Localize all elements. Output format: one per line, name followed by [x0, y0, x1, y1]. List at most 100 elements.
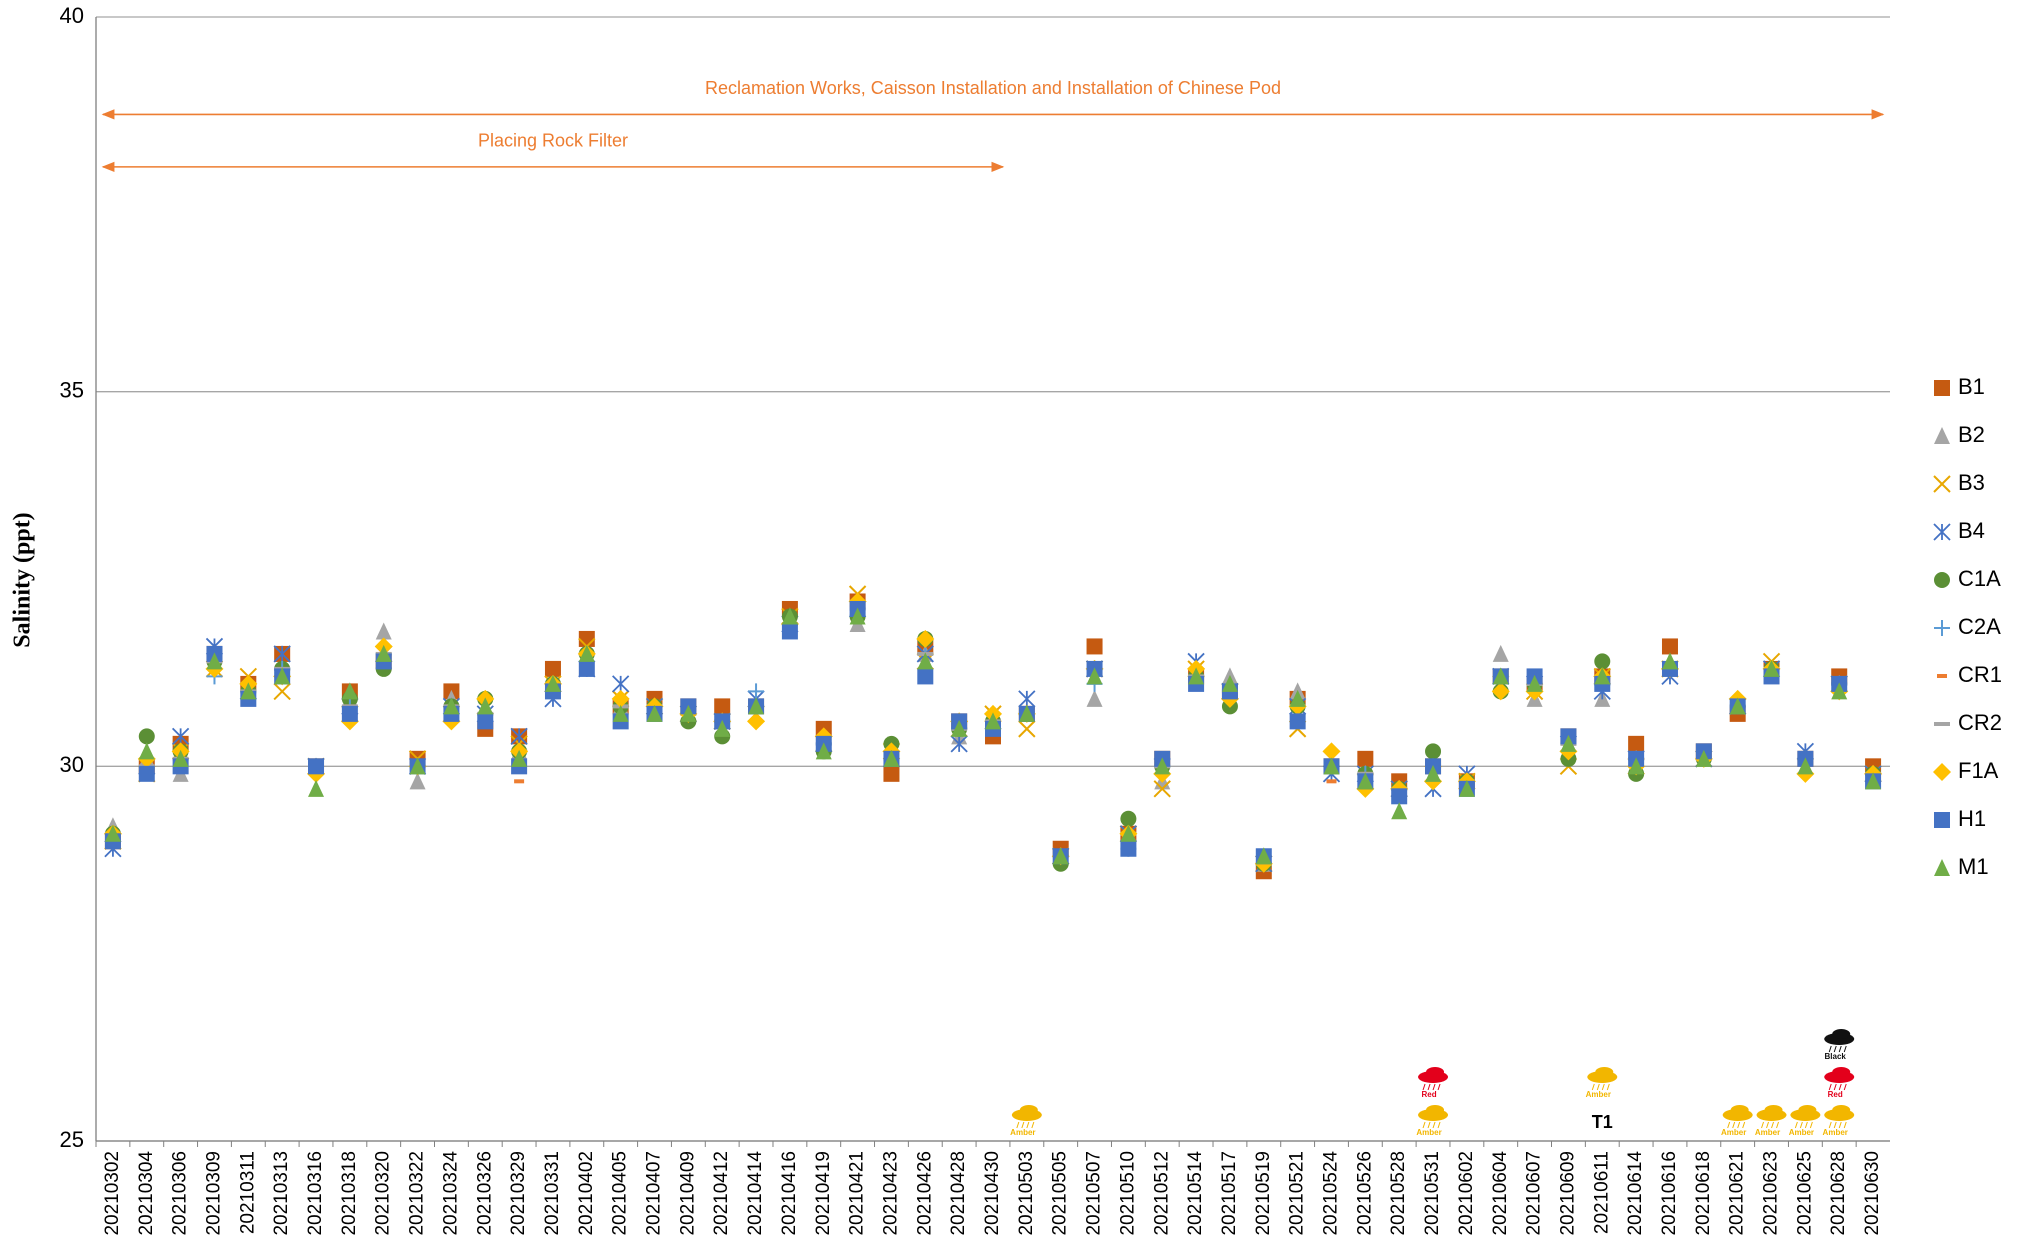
x-tick-label: 20210507: [1084, 1151, 1105, 1236]
x-tick-label: 20210625: [1794, 1151, 1815, 1236]
marker-triangle: [1763, 659, 1780, 677]
marker-triangle: [1458, 779, 1475, 797]
marker-triangle: [375, 644, 392, 662]
marker-square: [578, 630, 595, 647]
x-tick-label: 20210412: [711, 1151, 732, 1236]
marker-square: [341, 705, 358, 722]
marker-triangle: [409, 757, 426, 775]
signal-label: T1: [1592, 1112, 1613, 1132]
legend-label: CR1: [1958, 662, 2002, 687]
x-tick-label: 20210609: [1557, 1151, 1578, 1236]
signal-label: Red: [1421, 1090, 1436, 1099]
marker-triangle: [849, 607, 866, 625]
marker-diamond: [611, 689, 630, 708]
marker-circle: [1934, 572, 1950, 588]
x-tick-label: 20210623: [1761, 1151, 1782, 1236]
signal-label: Red: [1828, 1090, 1843, 1099]
marker-triangle: [1492, 667, 1509, 685]
signal-rain: [1794, 1121, 1813, 1129]
marker-triangle: [1323, 757, 1340, 775]
marker-x: [1153, 780, 1171, 798]
marker-square: [578, 660, 595, 677]
marker-triangle: [1391, 802, 1408, 820]
marker-circle: [1594, 653, 1611, 670]
marker-diamond: [1933, 763, 1951, 781]
signal-rain: [1591, 1083, 1610, 1091]
marker-square: [1628, 735, 1645, 752]
marker-x: [1018, 720, 1036, 738]
x-tick-label: 20210423: [880, 1151, 901, 1236]
signal-rain: [1828, 1083, 1847, 1091]
marker-triangle: [1865, 772, 1882, 790]
marker-triangle: [206, 652, 223, 670]
x-tick-label: 20210524: [1321, 1151, 1342, 1236]
signal-label: Amber: [1416, 1128, 1441, 1137]
marker-square: [1289, 713, 1306, 730]
x-tick-label: 20210313: [271, 1151, 292, 1236]
marker-triangle: [240, 682, 257, 700]
x-tick-label: 20210326: [474, 1151, 495, 1236]
marker-triangle: [781, 607, 798, 625]
marker-asterisk: [950, 735, 968, 753]
marker-triangle: [1661, 652, 1678, 670]
marker-triangle: [308, 779, 325, 797]
marker-dash: [1326, 779, 1337, 784]
marker-square: [1357, 750, 1374, 767]
x-tick-label: 20210618: [1693, 1151, 1714, 1236]
marker-triangle: [680, 704, 697, 722]
y-tick-label: 35: [60, 377, 84, 402]
signal-rain: [1761, 1121, 1780, 1129]
x-tick-label: 20210604: [1490, 1151, 1511, 1236]
marker-triangle: [477, 697, 494, 715]
x-tick-label: 20210419: [813, 1151, 834, 1236]
marker-triangle: [1560, 734, 1577, 752]
marker-diamond: [747, 712, 766, 731]
marker-asterisk: [171, 727, 190, 745]
marker-triangle: [917, 652, 934, 670]
signal-rain: [1016, 1121, 1035, 1129]
signal-cloud: [1832, 1029, 1851, 1039]
marker-square: [1086, 638, 1103, 655]
marker-asterisk: [1933, 523, 1951, 541]
signal-rain: [1828, 1045, 1847, 1053]
x-tick-label: 20210322: [407, 1151, 428, 1236]
x-tick-label: 20210304: [136, 1151, 157, 1236]
marker-triangle: [138, 742, 155, 760]
x-tick-label: 20210430: [982, 1151, 1003, 1236]
marker-asterisk: [612, 675, 630, 693]
x-tick-label: 20210426: [914, 1151, 935, 1236]
marker-triangle: [443, 697, 460, 715]
x-tick-label: 20210331: [542, 1151, 563, 1236]
marker-square: [308, 758, 325, 775]
marker-triangle: [1729, 697, 1746, 715]
marker-triangle: [104, 824, 121, 842]
signal-rain: [1422, 1121, 1441, 1129]
marker-triangle: [1357, 772, 1374, 790]
y-tick-label: 30: [60, 752, 84, 777]
marker-triangle: [172, 749, 189, 767]
marker-square: [1391, 788, 1408, 805]
marker-plus: [1934, 620, 1950, 636]
marker-triangle: [1188, 667, 1205, 685]
signal-cloud: [1426, 1067, 1445, 1077]
x-tick-label: 20210630: [1862, 1151, 1883, 1236]
signal-cloud: [1764, 1105, 1783, 1115]
signal-cloud: [1798, 1105, 1817, 1115]
legend-label: F1A: [1958, 758, 1999, 783]
marker-triangle: [1221, 674, 1238, 692]
x-tick-label: 20210517: [1219, 1151, 1240, 1236]
marker-triangle: [274, 667, 291, 685]
x-tick-label: 20210512: [1151, 1151, 1172, 1236]
x-tick-label: 20210306: [170, 1151, 191, 1236]
x-tick-label: 20210602: [1456, 1151, 1477, 1236]
x-tick-label: 20210402: [576, 1151, 597, 1236]
x-tick-label: 20210510: [1117, 1151, 1138, 1236]
signal-label: Amber: [1010, 1128, 1035, 1137]
marker-triangle: [985, 712, 1001, 730]
marker-square: [138, 765, 155, 782]
x-tick-label: 20210320: [373, 1151, 394, 1236]
marker-triangle: [1934, 859, 1950, 876]
x-tick-label: 20210614: [1625, 1151, 1646, 1236]
marker-square: [1934, 812, 1950, 828]
annotation-text: Placing Rock Filter: [478, 131, 628, 151]
